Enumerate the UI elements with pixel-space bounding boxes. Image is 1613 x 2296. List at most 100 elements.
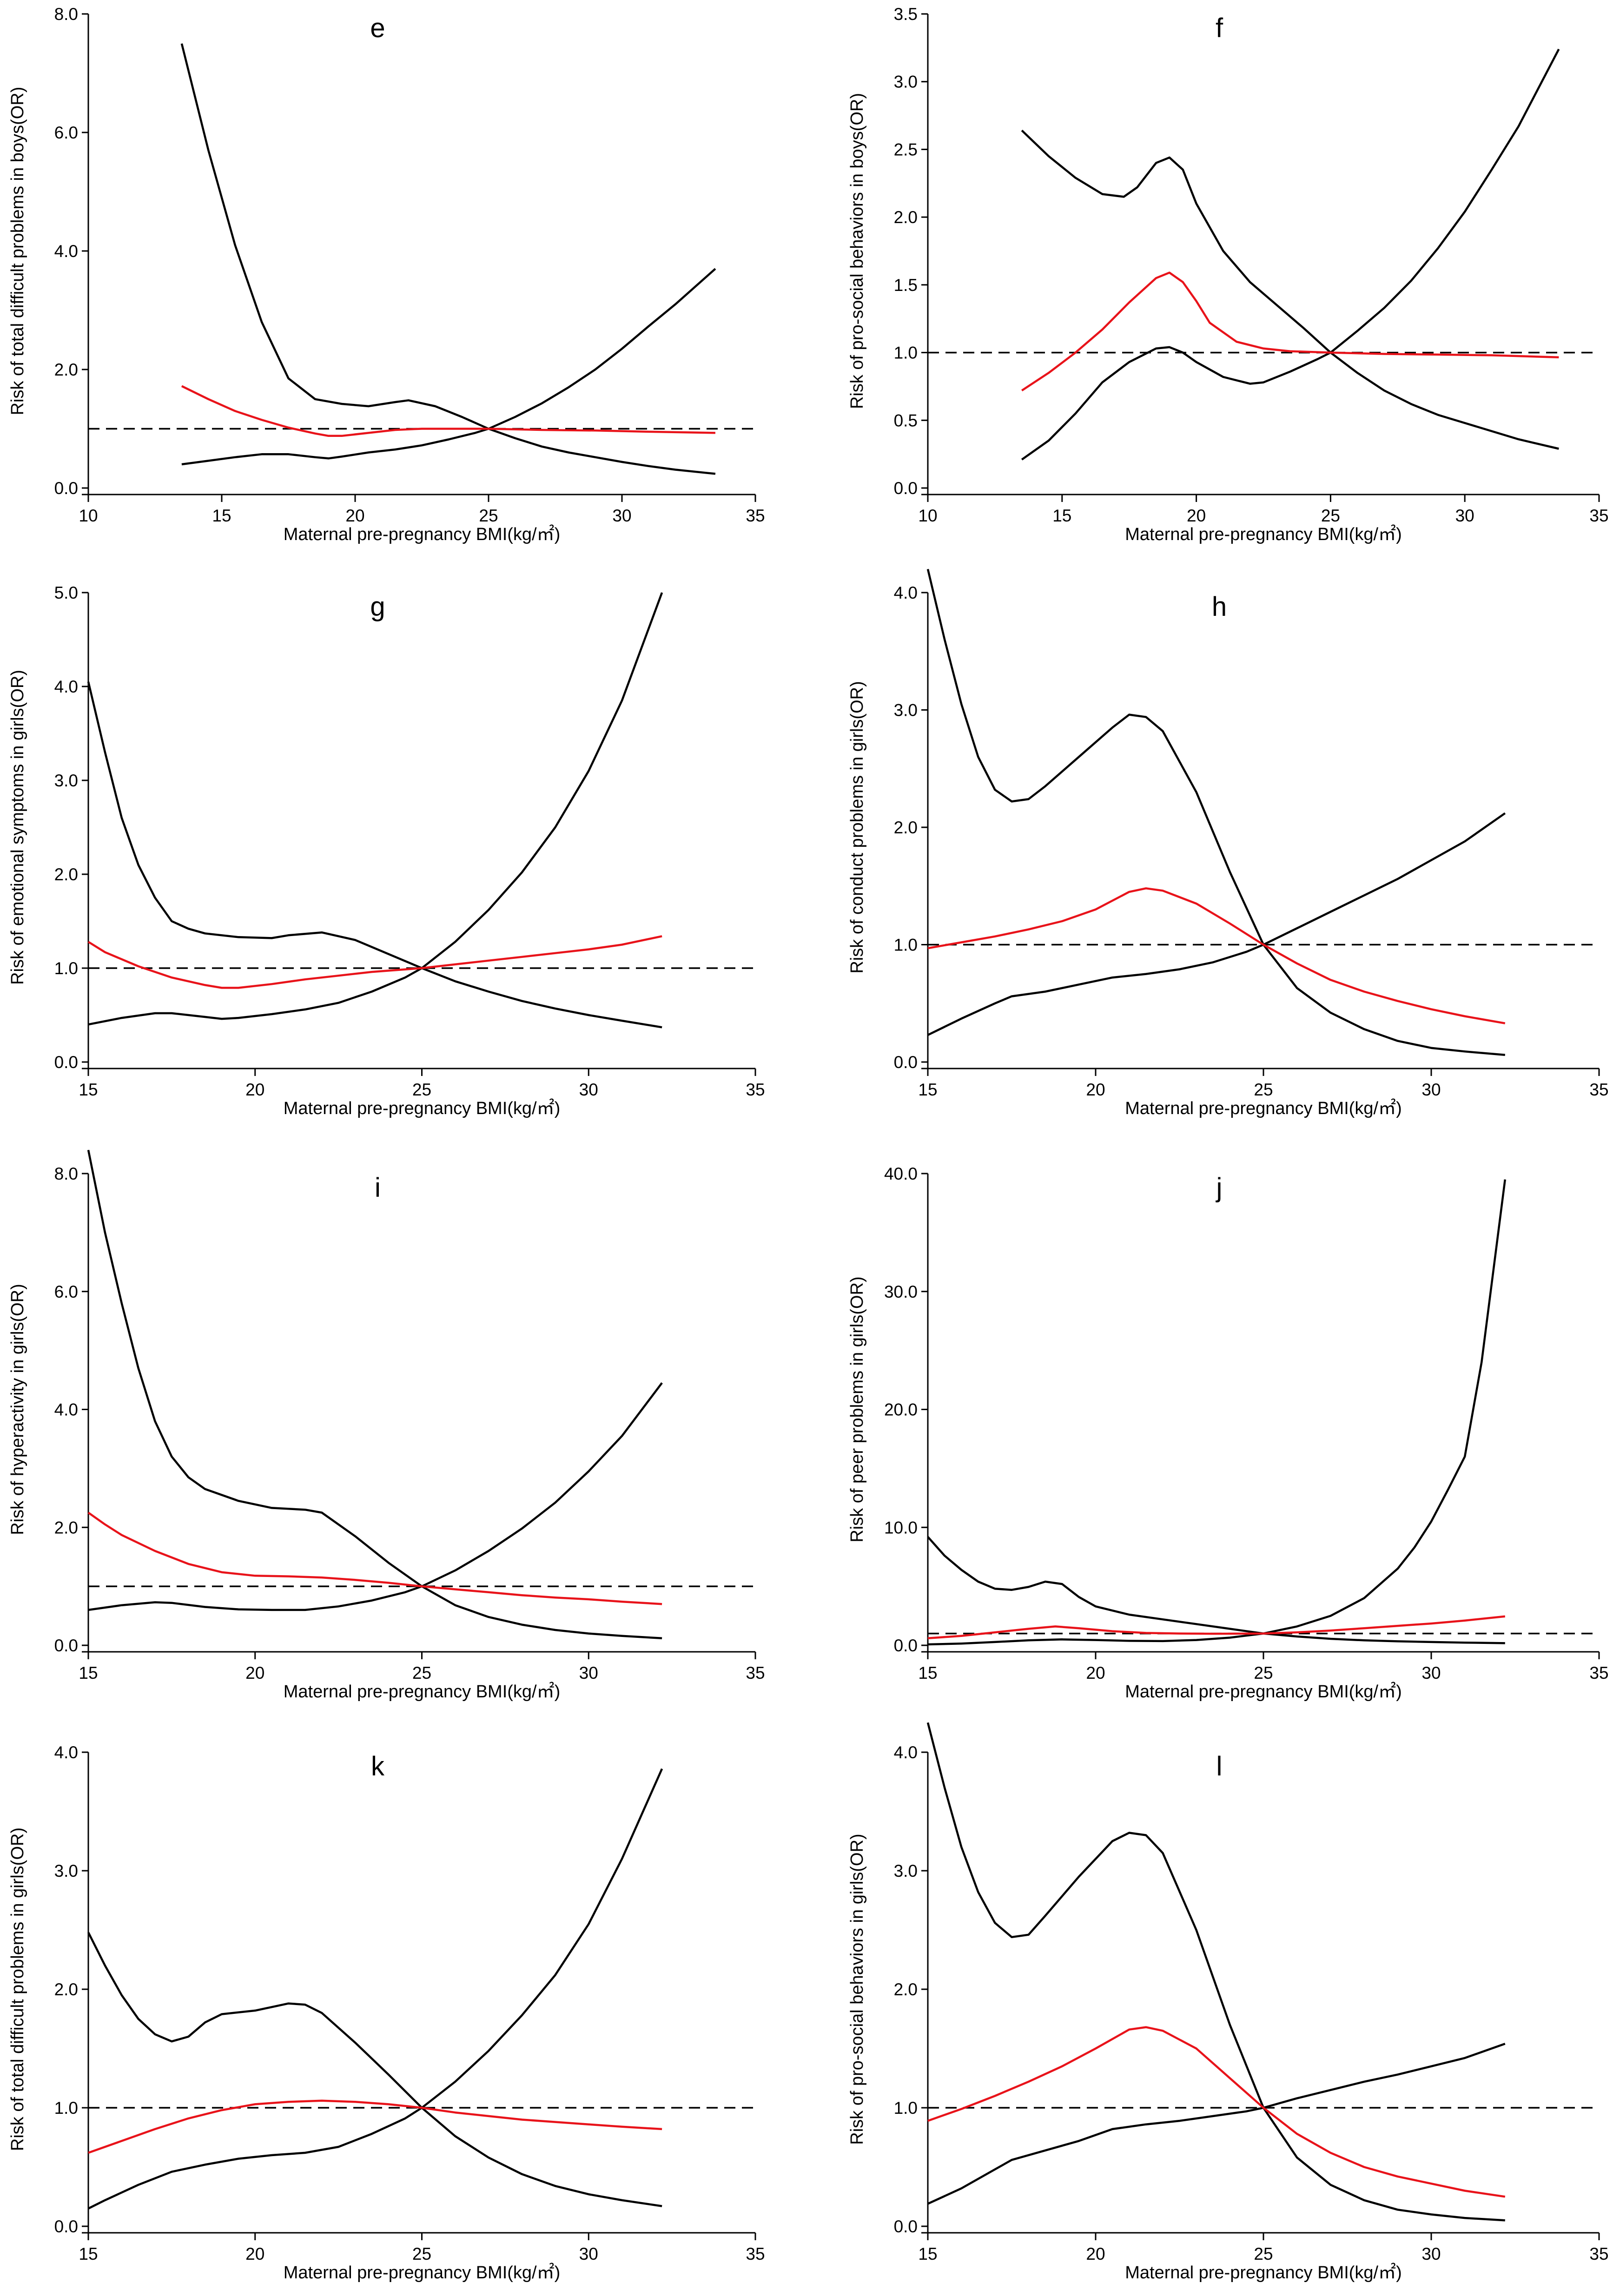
chart-panel-k: 0.0 1.0 2.0 3.0 4.0 15 20 25 30 35 Maternal pre-pr…	[8, 1743, 765, 2283]
y-tick-label: 0.5	[894, 411, 918, 430]
x-tick-label: 20	[1187, 506, 1206, 525]
or-estimate-line	[88, 2099, 662, 2154]
upper-ci-line	[87, 681, 662, 1029]
y-tick-label: 30.0	[884, 1282, 918, 1301]
x-tick-label: 15	[79, 1080, 98, 1099]
y-tick-label: 1.5	[894, 276, 918, 295]
x-tick-label: 30	[579, 2244, 598, 2263]
chart-panel-g: 0.0 1.0 2.0 3.0 4.0 5.0 15 20 25 30 35 Maternal pre…	[8, 583, 765, 1118]
y-tick-label: 4.0	[54, 1400, 78, 1419]
chart-panel-i: 0.0 2.0 4.0 6.0 8.0 15 20 25 30 35 Maternal pre-pr…	[8, 1149, 765, 1702]
y-tick-label: 1.0	[54, 959, 78, 978]
upper-ci-line	[927, 1536, 1505, 1644]
y-axis-title: Risk of pro-social behaviors in girls(OR…	[847, 1834, 867, 2144]
x-tick-label: 30	[1421, 1080, 1441, 1099]
x-tick-label: 35	[1589, 2244, 1608, 2263]
y-tick-label: 4.0	[54, 1743, 78, 1762]
lower-ci-line	[87, 1768, 663, 2210]
x-tick-label: 15	[918, 1080, 937, 1099]
x-tick-label: 15	[212, 506, 231, 525]
y-tick-label: 3.0	[54, 1861, 78, 1880]
x-tick-label: 35	[746, 506, 765, 525]
y-tick-label: 3.5	[894, 5, 918, 24]
chart-panel-h: 0.0 1.0 2.0 3.0 4.0 15 20 25 30 35 Maternal pre-pr…	[847, 568, 1609, 1118]
y-tick-label: 4.0	[54, 677, 78, 696]
x-tick-label: 30	[1421, 2244, 1441, 2263]
x-tick-label: 20	[245, 2244, 264, 2263]
or-estimate-line	[927, 887, 1506, 1024]
y-tick-label: 4.0	[894, 1743, 918, 1762]
y-tick-label: 3.0	[894, 1861, 918, 1880]
x-axis-title: Maternal pre-pregnancy BMI(kg/㎡)	[1125, 1682, 1402, 1702]
chart-panel-f: 0.0 0.5 1.0 1.5 2.0 2.5 3.0 3.5 10 15 20 25 30 35 Mate…	[847, 5, 1609, 544]
x-tick-label: 10	[918, 506, 937, 525]
or-estimate-line	[927, 1615, 1506, 1640]
x-tick-label: 20	[1086, 2244, 1105, 2263]
y-axis-title: Risk of hyperactivity in girls(OR)	[8, 1284, 27, 1535]
panel-letter: j	[1216, 1173, 1223, 1203]
x-tick-label: 30	[1421, 1663, 1441, 1682]
y-tick-label: 10.0	[884, 1518, 918, 1537]
y-tick-label: 6.0	[54, 1282, 78, 1301]
x-tick-label: 20	[1086, 1663, 1105, 1682]
panel-letter: f	[1216, 13, 1223, 43]
x-tick-label: 25	[412, 2244, 431, 2263]
x-tick-label: 25	[412, 1080, 431, 1099]
y-tick-label: 3.0	[894, 73, 918, 92]
x-tick-label: 15	[918, 1663, 937, 1682]
lower-ci-line	[88, 1382, 663, 1611]
y-tick-label: 0.0	[54, 1636, 78, 1655]
x-tick-label: 25	[1254, 1080, 1273, 1099]
x-tick-label: 30	[579, 1663, 598, 1682]
y-tick-label: 0.0	[894, 479, 918, 498]
y-tick-label: 6.0	[54, 123, 78, 142]
y-tick-label: 2.0	[54, 865, 78, 884]
x-tick-label: 15	[79, 1663, 98, 1682]
y-tick-label: 0.0	[894, 2217, 918, 2236]
y-tick-label: 2.0	[54, 1980, 78, 1999]
y-tick-label: 1.0	[894, 936, 918, 955]
x-tick-label: 15	[1052, 506, 1071, 525]
y-axis-title: Risk of peer problems in girls(OR)	[847, 1276, 867, 1542]
x-tick-label: 10	[79, 506, 98, 525]
y-tick-label: 20.0	[884, 1400, 918, 1419]
lower-ci-line	[927, 812, 1506, 1036]
x-tick-label: 35	[746, 1663, 765, 1682]
y-tick-label: 2.0	[894, 1980, 918, 1999]
y-axis-title: Risk of pro-social behaviors in boys(OR)	[847, 93, 867, 409]
x-tick-label: 25	[412, 1663, 431, 1682]
upper-ci-line	[926, 568, 1505, 1056]
lower-ci-line	[181, 268, 716, 466]
panel-letter: i	[375, 1173, 381, 1203]
x-tick-label: 25	[1321, 506, 1340, 525]
x-tick-label: 35	[1589, 506, 1608, 525]
lower-ci-line	[927, 2043, 1506, 2205]
x-axis-title: Maternal pre-pregnancy BMI(kg/㎡)	[284, 1099, 561, 1118]
y-tick-label: 1.0	[54, 2098, 78, 2118]
or-estimate-line	[87, 935, 662, 989]
x-axis-title: Maternal pre-pregnancy BMI(kg/㎡)	[284, 1682, 561, 1702]
y-tick-label: 3.0	[54, 771, 78, 790]
y-tick-label: 1.0	[894, 2098, 918, 2118]
y-tick-label: 0.0	[54, 2217, 78, 2236]
y-tick-label: 8.0	[54, 1164, 78, 1183]
upper-ci-line	[87, 1149, 662, 1640]
y-axis-title: Risk of total difficult problems in boys…	[8, 87, 27, 416]
panel-letter: k	[371, 1751, 385, 1781]
x-tick-label: 25	[1254, 2244, 1273, 2263]
y-axis-title: Risk of emotional symptoms in girls(OR)	[8, 670, 27, 985]
or-estimate-line	[1021, 271, 1559, 392]
x-tick-label: 35	[1589, 1663, 1608, 1682]
y-tick-label: 2.0	[54, 1518, 78, 1537]
y-tick-label: 1.0	[894, 343, 918, 363]
lower-ci-line	[1021, 48, 1560, 461]
y-tick-label: 5.0	[54, 583, 78, 602]
x-axis-title: Maternal pre-pregnancy BMI(kg/㎡)	[284, 525, 561, 544]
y-axis-title: Risk of total difficult problems in girl…	[8, 1828, 27, 2151]
panel-letter: e	[370, 13, 385, 43]
y-tick-label: 40.0	[884, 1164, 918, 1183]
y-tick-label: 0.0	[894, 1636, 918, 1655]
x-tick-label: 30	[579, 1080, 598, 1099]
x-tick-label: 35	[1589, 1080, 1608, 1099]
